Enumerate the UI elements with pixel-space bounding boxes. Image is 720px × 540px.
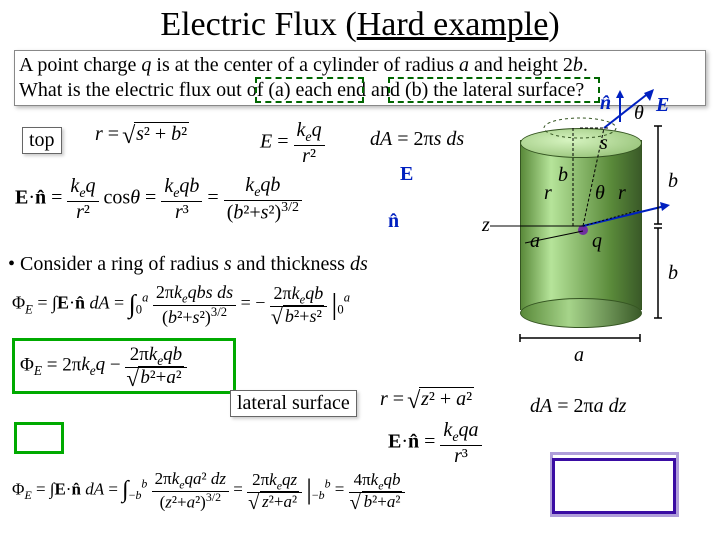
title-underlined: Hard example	[357, 6, 549, 43]
t: .	[583, 54, 588, 76]
green-small-box	[14, 422, 64, 454]
dashed-a-box	[255, 77, 364, 103]
E-top: E	[656, 94, 669, 117]
b-label-right2: b	[668, 262, 678, 285]
eq-dA-top: dA = 2πs ds	[370, 128, 464, 151]
nhat-label-1: n̂	[388, 210, 399, 233]
label-lateral: lateral surface	[230, 390, 357, 417]
eq-r-top: r = s² + b²	[95, 123, 189, 146]
title-b: )	[548, 6, 559, 43]
purple-shadow-box	[550, 452, 679, 517]
t: and height 2	[469, 54, 573, 76]
page-title: Electric Flux (Hard example)	[0, 0, 720, 44]
q-label: q	[592, 230, 602, 253]
theta-lat: θ	[595, 182, 605, 205]
t: A point charge	[19, 54, 141, 76]
E-label-1: E	[400, 163, 413, 186]
r-label-lat: r	[618, 182, 626, 205]
var-q: q	[141, 54, 151, 76]
eq-dA-lat: dA = 2πa dz	[530, 395, 626, 418]
bullet-ring: • Consider a ring of radius s and thickn…	[8, 253, 368, 276]
var-ds: ds	[350, 253, 368, 275]
z-label: z	[482, 214, 490, 237]
eq-phi-top-integral: ΦE = ∫E·n̂ dA = ∫0a 2πkeqbs ds(b²+s²)3/2…	[12, 283, 350, 326]
b-label-right1: b	[668, 170, 678, 193]
a-label-bottom: a	[574, 344, 584, 367]
var-s: s	[224, 253, 232, 275]
t: • Consider a ring of radius	[8, 253, 224, 275]
var-b: b	[573, 54, 583, 76]
t: is at the center of a cylinder of radius	[151, 54, 459, 76]
eq-edotn-top: E·n̂ = keqr² cosθ = keqbr³ = keqb(b²+s²)…	[15, 175, 302, 223]
nhat-top: n̂	[600, 92, 611, 115]
eq-edotn-lat: E·n̂ = keqar³	[388, 420, 482, 466]
b-label-inner: b	[558, 164, 568, 187]
a-label-inner: a	[530, 230, 540, 253]
var-a: a	[459, 54, 469, 76]
eq-E-top: E = keqr²	[260, 120, 325, 166]
eq-r-lat: r = z² + a²	[380, 388, 474, 411]
theta-top: θ	[634, 102, 644, 125]
eq-phi-lat: ΦE = ∫E·n̂ dA = ∫−bb 2πkeqa² dz(z²+a²)3/…	[12, 470, 405, 511]
r-label-top: r	[544, 182, 552, 205]
green-result-box	[12, 338, 236, 394]
title-a: Electric Flux (	[160, 6, 356, 43]
t: and thickness	[232, 253, 350, 275]
cylinder-diagram: n̂ E θ s b r θ r z a q b b a	[500, 122, 700, 352]
label-top: top	[22, 127, 62, 154]
s-label: s	[600, 132, 608, 155]
